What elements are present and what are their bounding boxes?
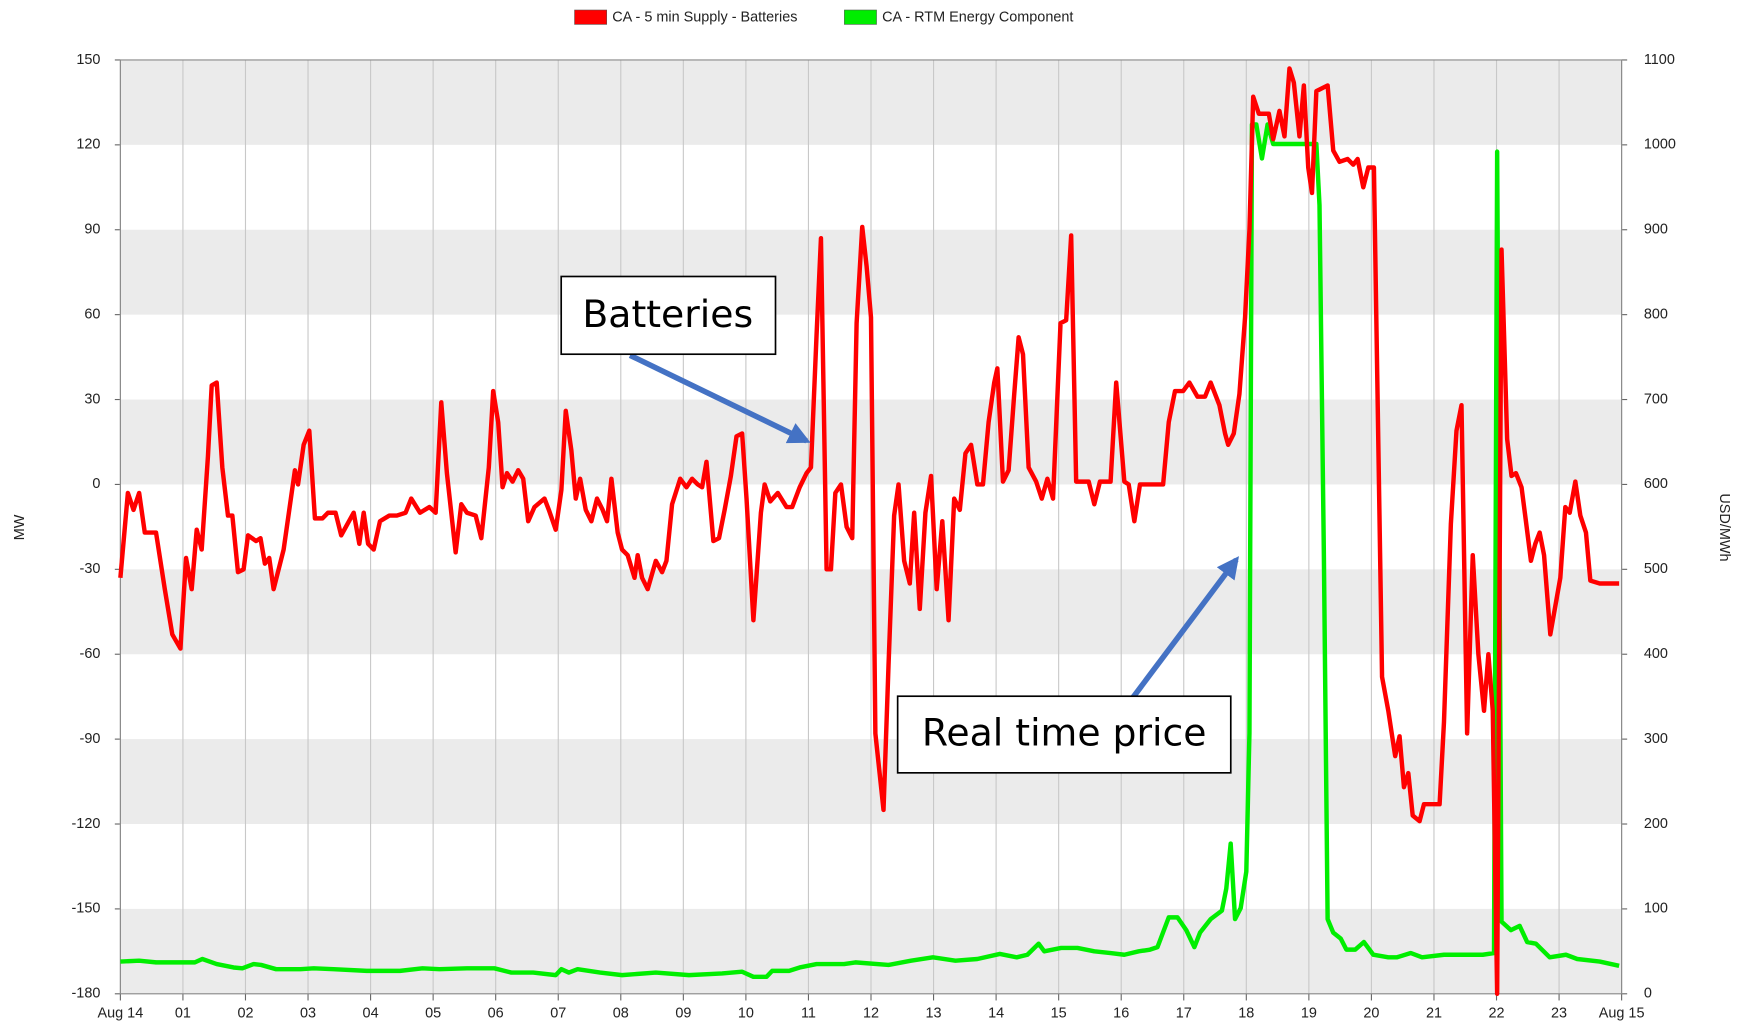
x-tick-label: 21 xyxy=(1426,1006,1442,1022)
x-tick-label: 03 xyxy=(300,1006,316,1022)
x-tick-label: 11 xyxy=(801,1006,816,1022)
plot-area: -180-150-120-90-60-300306090120150010020… xyxy=(72,52,1676,1022)
legend: CA - 5 min Supply - Batteries CA - RTM E… xyxy=(574,9,1073,26)
plot-border xyxy=(119,59,1623,995)
annotation-box xyxy=(560,275,777,356)
y2-axis-label: USD/MWh xyxy=(1716,493,1732,561)
y2-tick-label: 600 xyxy=(1644,476,1668,492)
y-tick-label: 60 xyxy=(84,306,100,322)
y-tick-label: 120 xyxy=(76,137,100,153)
x-tick-label: 04 xyxy=(363,1006,379,1022)
y-tick-label: -30 xyxy=(80,561,101,577)
x-tick-label: 01 xyxy=(175,1006,191,1022)
x-tick-label: Aug 14 xyxy=(98,1006,144,1022)
x-tick-label: Aug 15 xyxy=(1599,1006,1645,1022)
x-tick-label: 16 xyxy=(1113,1006,1129,1022)
x-tick-label: 05 xyxy=(425,1006,441,1022)
annotation-arrow xyxy=(628,352,811,444)
y-tick-label: 150 xyxy=(76,52,100,68)
y2-tick-label: 500 xyxy=(1644,561,1668,577)
annotation-arrow xyxy=(1130,556,1239,699)
x-tick-label: 15 xyxy=(1051,1006,1067,1022)
y2-tick-label: 0 xyxy=(1644,986,1652,1002)
x-tick-label: 17 xyxy=(1176,1006,1192,1022)
x-tick-label: 10 xyxy=(738,1006,754,1022)
x-tick-label: 20 xyxy=(1363,1006,1379,1022)
y2-tick-label: 300 xyxy=(1644,731,1668,747)
y2-tick-label: 200 xyxy=(1644,816,1668,832)
x-tick-label: 06 xyxy=(488,1006,504,1022)
annotation: Real time price xyxy=(922,711,1207,755)
y-tick-label: -180 xyxy=(72,986,101,1002)
x-tick-label: 13 xyxy=(926,1006,942,1022)
y-tick-label: -150 xyxy=(72,901,101,917)
x-tick-label: 09 xyxy=(675,1006,691,1022)
y2-tick-label: 1100 xyxy=(1644,52,1675,68)
y-tick-label: 90 xyxy=(84,222,100,238)
y-axis-label: MW xyxy=(12,514,28,540)
annotation-box xyxy=(896,695,1232,774)
y2-tick-label: 700 xyxy=(1644,391,1668,407)
y2-tick-label: 1000 xyxy=(1644,137,1676,153)
x-tick-label: 12 xyxy=(863,1006,879,1022)
legend-label: CA - 5 min Supply - Batteries xyxy=(612,10,797,26)
line-series xyxy=(118,66,1620,997)
annotations: Batteries Real time price xyxy=(560,275,1239,774)
x-tick-label: 19 xyxy=(1301,1006,1317,1022)
legend-label: CA - RTM Energy Component xyxy=(882,10,1073,26)
x-tick-label: 07 xyxy=(550,1006,566,1022)
x-tick-label: 22 xyxy=(1488,1006,1504,1022)
y-tick-label: -120 xyxy=(72,816,101,832)
x-tick-label: 14 xyxy=(988,1006,1004,1022)
y2-tick-label: 400 xyxy=(1644,646,1668,662)
y2-tick-label: 800 xyxy=(1644,306,1668,322)
y-tick-label: 30 xyxy=(84,391,100,407)
y2-tick-label: 100 xyxy=(1644,901,1668,917)
x-tick-label: 08 xyxy=(613,1006,629,1022)
legend-swatch xyxy=(844,9,877,25)
y-tick-label: -90 xyxy=(80,731,101,747)
x-tick-label: 23 xyxy=(1551,1006,1567,1022)
line-series xyxy=(120,122,1620,980)
y-tick-label: -60 xyxy=(80,646,101,662)
x-tick-label: 18 xyxy=(1238,1006,1254,1022)
x-tick-label: 02 xyxy=(237,1006,253,1022)
legend-swatch xyxy=(574,9,608,25)
y-tick-label: 0 xyxy=(92,476,100,492)
annotation: Batteries xyxy=(582,292,753,336)
y2-tick-label: 900 xyxy=(1644,222,1668,238)
